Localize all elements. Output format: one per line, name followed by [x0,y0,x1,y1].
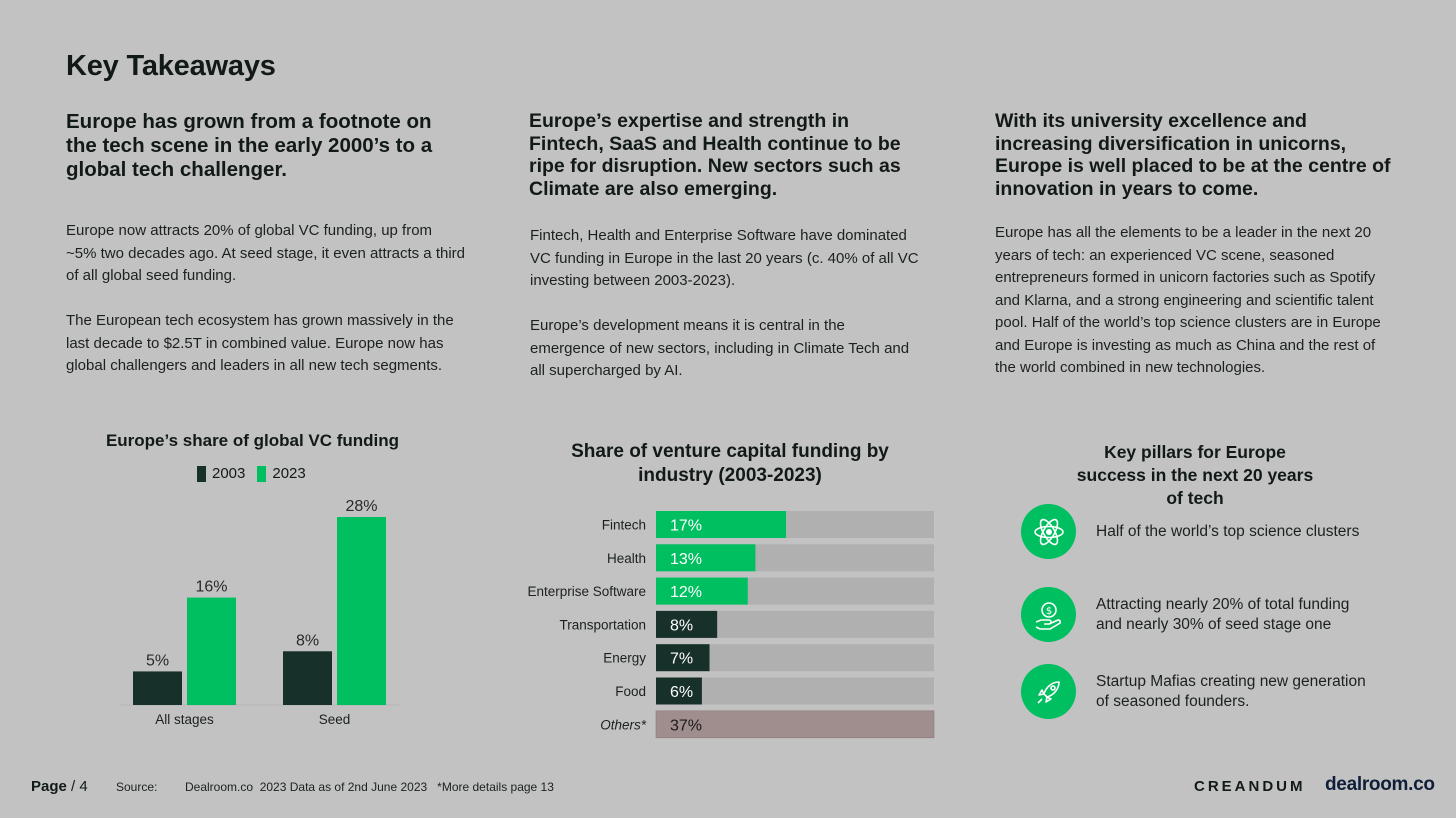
bar-others- [655,710,935,739]
column-body: Fintech, Health and Enterprise Software … [529,225,924,383]
legend-label: 2003 [212,465,246,482]
category-label: All stages [155,712,214,727]
category-label: Health [607,551,646,566]
category-label: Energy [603,651,646,666]
data-label: 8% [670,617,693,634]
category-label: Enterprise Software [527,584,646,599]
page-label: Page [31,778,67,795]
bar-health [656,544,756,572]
bar-food [656,677,702,705]
rocket-icon [1021,664,1076,719]
data-label: 5% [146,652,169,669]
takeaway-column-1: Europe has grown from a footnote on the … [66,110,466,400]
atom-icon [1021,504,1076,559]
page-number-value: 4 [79,778,88,795]
legend-label: 2023 [272,465,306,482]
pillar-text: Half of the world’s top science clusters [1096,522,1360,540]
pillar-item: $ Attracting nearly 20% of total funding… [1021,587,1356,642]
bar-fintech [656,511,786,538]
legend-swatch [197,465,206,482]
bar-2023-seed [337,517,386,705]
bar-transportation [656,610,718,638]
legend-item-2023: 2023 [257,465,306,482]
data-label: 16% [195,579,227,596]
source-label: Source: [116,780,158,794]
data-label: 28% [345,498,377,515]
vc-share-legend: 2003 2023 [197,465,318,482]
column-body: Europe now attracts 20% of global VC fun… [66,220,466,378]
creandum-logo: CREANDUM [1194,778,1306,795]
dealroom-logo: dealroom.co [1325,774,1435,795]
page-separator: / [71,778,76,795]
data-label: 37% [670,717,702,734]
data-label: 12% [670,584,702,601]
pillar-text: Attracting nearly 20% of total funding a… [1096,595,1350,633]
legend-item-2003: 2003 [197,465,245,482]
pillar-item: Startup Mafias creating new generation o… [1021,664,1376,719]
column-paragraph: Europe has all the elements to be a lead… [995,224,1381,376]
column-heading: With its university excellence and incre… [995,110,1391,200]
category-label: Seed [319,712,351,727]
takeaway-column-2: Europe’s expertise and strength in Finte… [529,110,924,405]
column-body: Europe has all the elements to be a lead… [995,222,1400,380]
bar-track [656,677,934,705]
category-label: Transportation [559,617,646,632]
column-heading: Europe’s expertise and strength in Finte… [529,110,901,200]
column-heading: Europe has grown from a footnote on the … [66,110,433,181]
pillar-item: Half of the world’s top science clusters [1021,504,1376,559]
bar-2003-seed [283,651,332,705]
source-text: Dealroom.co 2023 Data as of 2nd June 202… [185,780,554,794]
pillars-title: Key pillars for Europe success in the ne… [1076,442,1314,508]
bar-2003-all-stages [133,671,182,705]
data-label: 7% [670,651,693,668]
page-title: Key Takeaways [66,50,276,82]
column-paragraph: Europe now attracts 20% of global VC fun… [66,222,465,284]
data-label: 13% [670,551,702,568]
page-number: Page / 4 [31,778,88,795]
vc-share-chart-title: Europe’s share of global VC funding [105,431,400,450]
pillar-text: Startup Mafias creating new generation o… [1096,672,1366,710]
column-paragraph: The European tech ecosystem has grown ma… [66,312,454,374]
bar-2023-all-stages [187,597,236,705]
data-label: 17% [670,518,702,535]
bar-energy [656,644,710,672]
legend-swatch [257,465,267,482]
column-paragraph: Europe’s development means it is central… [530,317,910,379]
data-label: 6% [670,684,693,701]
money-hand-icon: $ [1021,587,1076,642]
takeaway-column-3: With its university excellence and incre… [995,110,1400,402]
svg-text:$: $ [1045,606,1051,617]
bar-enterprise-software [656,577,748,605]
industry-chart-title: Share of venture capital funding by indu… [571,441,889,486]
category-label: Food [615,684,646,699]
vc-share-bar-chart: 5% 16% All stages 8% 28% Seed [120,498,400,727]
data-label: 8% [296,632,319,649]
industry-bar-chart: 17% Fintech 13% Health 12% Enterprise Softwar… [527,511,935,739]
category-label: Fintech [602,518,646,533]
column-paragraph: Fintech, Health and Enterprise Software … [530,227,919,289]
category-label: Others* [600,717,647,732]
